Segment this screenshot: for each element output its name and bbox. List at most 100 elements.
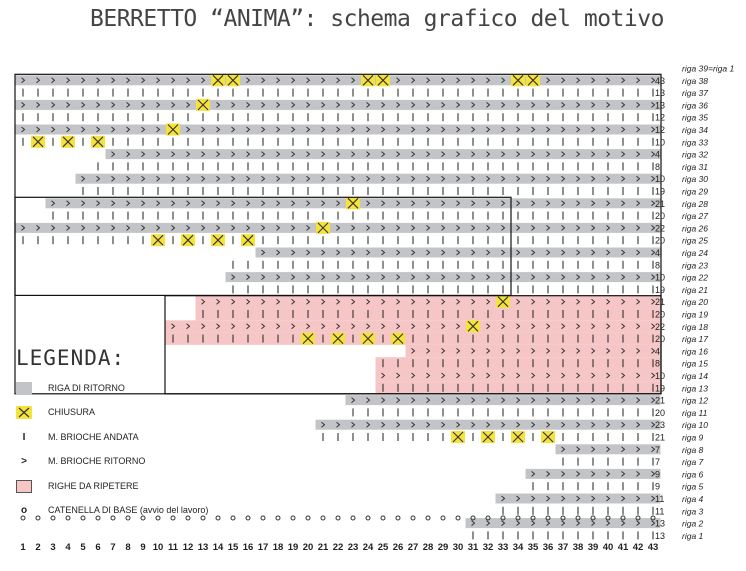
return-stitch-icon <box>291 175 296 182</box>
return-row-band <box>15 75 661 86</box>
return-stitch-icon <box>591 372 596 379</box>
return-stitch-icon <box>231 151 236 157</box>
row-label: riga 22 <box>682 273 708 283</box>
return-stitch-icon <box>261 102 266 108</box>
return-stitch-icon <box>576 471 581 477</box>
return-stitch-icon <box>111 175 116 182</box>
return-stitch-icon <box>351 397 356 403</box>
return-stitch-icon <box>576 200 581 207</box>
return-stitch-icon <box>456 102 461 108</box>
return-stitch-icon <box>366 175 371 182</box>
row-label: riga 1 <box>682 531 704 541</box>
column-number: 38 <box>573 542 584 553</box>
return-stitch-icon <box>621 126 626 133</box>
return-stitch-icon <box>621 495 626 502</box>
column-number: 10 <box>153 542 164 553</box>
return-stitch-icon <box>471 372 476 379</box>
return-stitch-icon <box>636 446 641 453</box>
row-label: riga 31 <box>682 162 708 172</box>
return-stitch-icon <box>276 200 281 207</box>
return-stitch-icon <box>486 126 491 133</box>
return-stitch-icon <box>516 175 521 182</box>
return-stitch-icon <box>576 421 581 428</box>
return-stitch-icon <box>396 126 401 133</box>
return-stitch-icon <box>21 77 26 84</box>
return-stitch-icon <box>366 102 371 108</box>
return-stitch-icon <box>321 126 326 133</box>
column-number: 7 <box>110 542 115 553</box>
closure-cross-icon <box>302 333 314 344</box>
legend-item: CHIUSURA <box>16 404 95 420</box>
return-stitch-icon <box>621 348 626 354</box>
column-number: 35 <box>528 542 539 553</box>
return-stitch-icon <box>321 421 326 428</box>
return-stitch-icon <box>606 397 611 403</box>
column-number: 3 <box>50 542 55 553</box>
return-stitch-icon <box>201 200 206 207</box>
chain-stitch-icon <box>650 515 656 521</box>
chain-stitch-icon <box>470 515 476 521</box>
return-stitch-icon <box>471 126 476 133</box>
return-row-band <box>15 99 661 110</box>
return-stitch-icon <box>471 520 476 526</box>
return-stitch-icon <box>186 225 191 231</box>
return-stitch-icon <box>516 151 521 157</box>
row-label: riga 21 <box>682 285 708 295</box>
return-stitch-icon <box>366 249 371 256</box>
chain-stitch-icon <box>170 515 176 521</box>
return-stitch-icon <box>171 323 176 330</box>
return-stitch-icon <box>351 126 356 133</box>
row-label: riga 36 <box>682 100 708 110</box>
return-stitch-icon <box>246 323 251 330</box>
return-stitch-icon <box>636 495 641 502</box>
return-stitch-icon <box>486 225 491 231</box>
return-stitch-icon <box>636 323 641 330</box>
return-stitch-icon <box>126 102 131 108</box>
return-stitch-icon <box>441 225 446 231</box>
return-stitch-icon <box>321 102 326 108</box>
return-stitch-icon <box>546 274 551 280</box>
stitch-count: 20 <box>655 310 665 320</box>
return-stitch-icon <box>501 323 506 330</box>
return-stitch-icon <box>531 421 536 428</box>
legend-item-label: RIGHE DA RIPETERE <box>48 481 139 491</box>
return-stitch-icon <box>276 77 281 84</box>
return-stitch-icon <box>561 471 566 477</box>
return-stitch-icon <box>576 102 581 108</box>
return-stitch-icon <box>456 225 461 231</box>
return-stitch-icon <box>396 175 401 182</box>
return-stitch-icon <box>366 323 371 330</box>
return-stitch-icon <box>636 274 641 280</box>
chain-stitch-icon <box>485 515 491 521</box>
chain-stitch-icon <box>35 515 41 521</box>
return-stitch-icon <box>546 348 551 354</box>
return-stitch-icon <box>651 446 656 453</box>
return-stitch-icon <box>381 175 386 182</box>
return-stitch-icon <box>396 397 401 403</box>
return-stitch-icon <box>36 77 41 84</box>
return-stitch-icon <box>606 323 611 330</box>
chain-stitch-icon <box>395 515 401 521</box>
return-stitch-icon <box>651 175 656 182</box>
return-stitch-icon <box>606 102 611 108</box>
return-stitch-icon <box>471 102 476 108</box>
return-stitch-icon <box>171 225 176 231</box>
closure-cross-icon <box>227 74 239 86</box>
return-stitch-icon <box>81 175 86 182</box>
return-stitch-icon <box>321 200 326 207</box>
return-stitch-icon <box>141 151 146 157</box>
return-stitch-icon <box>621 77 626 84</box>
return-stitch-icon <box>561 446 566 453</box>
chain-stitch-icon <box>335 515 341 521</box>
return-stitch-icon <box>471 225 476 231</box>
return-stitch-icon <box>441 372 446 379</box>
return-stitch-icon <box>531 249 536 256</box>
return-stitch-icon <box>456 298 461 305</box>
yellow-cross-icon <box>16 405 32 419</box>
return-stitch-icon <box>636 200 641 207</box>
return-stitch-icon <box>441 421 446 428</box>
return-stitch-icon <box>486 200 491 207</box>
return-stitch-icon <box>381 151 386 157</box>
return-stitch-icon <box>441 151 446 157</box>
return-stitch-icon <box>426 274 431 280</box>
